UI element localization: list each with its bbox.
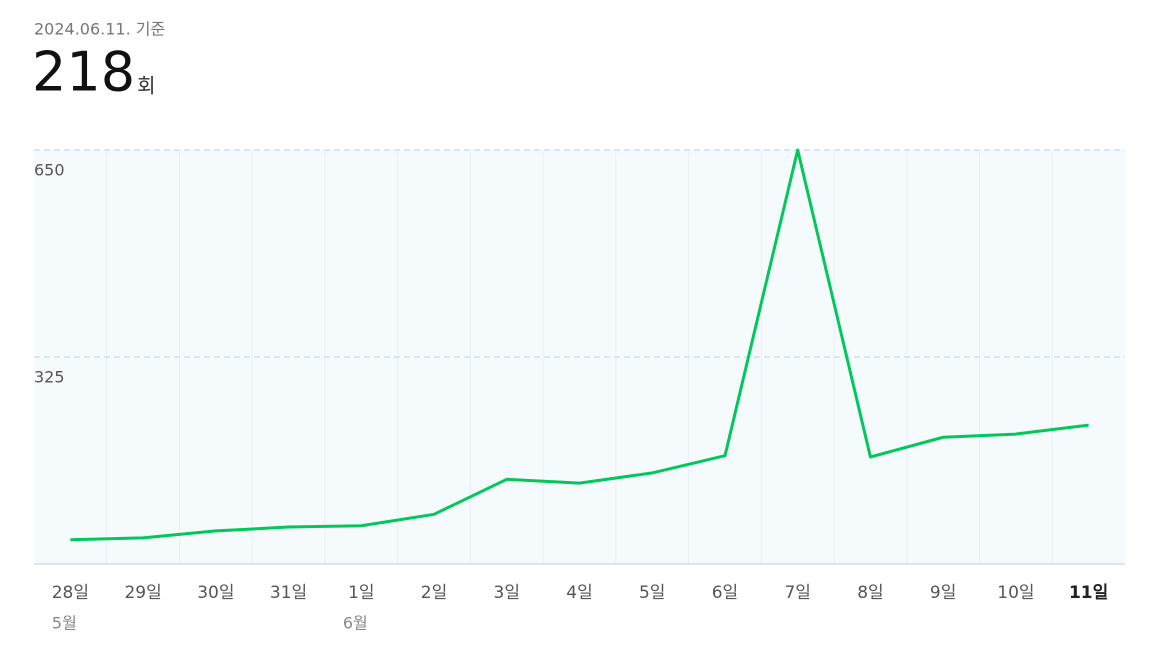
y-tick-label: 650 [34, 161, 65, 180]
headline-unit: 회 [137, 74, 155, 98]
x-tick-label: 30일 [197, 583, 234, 603]
x-tick-label: 28일 [52, 583, 89, 603]
x-tick-label: 6일 [712, 583, 738, 603]
x-tick-label: 8일 [857, 583, 883, 603]
x-tick-label: 5일 [639, 583, 665, 603]
x-tick-label: 7일 [784, 583, 810, 603]
date-label: 2024.06.11. 기준 [34, 20, 165, 39]
line-series [70, 148, 1089, 542]
x-tick-label: 4일 [566, 583, 592, 603]
y-tick-label: 325 [34, 368, 65, 387]
headline-value: 218 [32, 41, 135, 104]
x-tick-label: 9일 [930, 583, 956, 603]
month-label: 6월 [343, 614, 368, 633]
x-tick-label: 3일 [494, 583, 520, 603]
x-tick-label: 31일 [270, 583, 307, 603]
month-label: 5월 [52, 614, 77, 633]
x-tick-label: 29일 [124, 583, 161, 603]
x-tick-label: 11일 [1069, 583, 1108, 603]
x-tick-label: 10일 [997, 583, 1034, 603]
x-tick-label: 2일 [421, 583, 447, 603]
x-tick-label: 1일 [348, 583, 374, 603]
